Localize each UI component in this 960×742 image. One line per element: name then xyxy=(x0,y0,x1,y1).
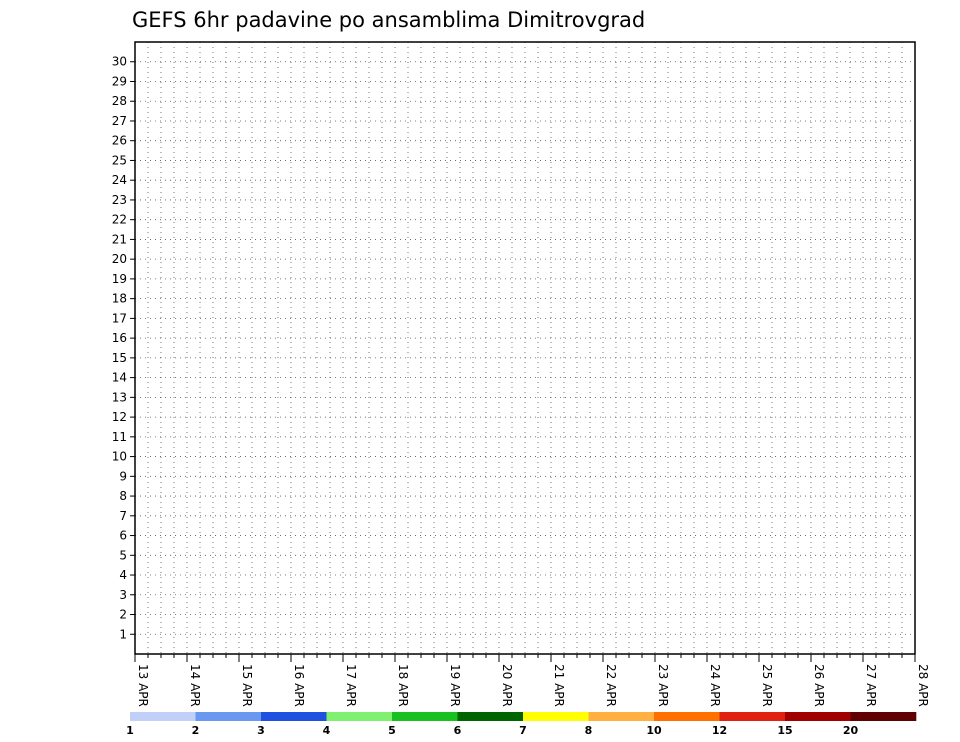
x-tick-label: 21 APR xyxy=(552,664,566,707)
chart-title: GEFS 6hr padavine po ansamblima Dimitrov… xyxy=(132,8,645,32)
colorbar-label: 2 xyxy=(192,724,200,737)
colorbar-label: 8 xyxy=(585,724,593,737)
y-tick-label: 9 xyxy=(119,469,127,483)
y-tick-label: 7 xyxy=(119,509,127,523)
y-tick-label: 18 xyxy=(112,292,127,306)
y-tick-label: 14 xyxy=(112,371,127,385)
y-tick-label: 17 xyxy=(112,311,127,325)
colorbar-label: 4 xyxy=(323,724,331,737)
colorbar-swatch xyxy=(392,712,458,721)
colorbar-swatch xyxy=(195,712,262,721)
x-tick-label: 25 APR xyxy=(760,664,774,707)
x-tick-label: 22 APR xyxy=(604,664,618,707)
colorbar: 1 2 3 4 5 6 7 8 10 12 15 20 xyxy=(126,712,917,737)
y-tick-label: 8 xyxy=(119,489,127,503)
x-tick-label: 17 APR xyxy=(344,664,358,707)
y-tick-label: 5 xyxy=(119,548,127,562)
y-tick-label: 10 xyxy=(112,450,127,464)
colorbar-swatch xyxy=(130,712,196,721)
x-tick-label: 24 APR xyxy=(708,664,722,707)
y-tick-label: 24 xyxy=(112,173,127,187)
y-tick-label: 30 xyxy=(112,55,127,69)
y-tick-label: 25 xyxy=(112,153,127,167)
y-tick-label: 27 xyxy=(112,114,127,128)
x-axis: 13 APR 14 APR 15 APR 16 APR 17 APR 18 APR 19 A… xyxy=(134,654,930,707)
colorbar-label: 6 xyxy=(454,724,462,737)
colorbar-swatch xyxy=(719,712,786,721)
x-tick-label: 16 APR xyxy=(292,664,306,707)
colorbar-label: 1 xyxy=(126,724,134,737)
colorbar-label: 10 xyxy=(646,724,662,737)
y-tick-label: 4 xyxy=(119,568,127,582)
y-tick-label: 26 xyxy=(112,134,127,148)
y-tick-label: 23 xyxy=(112,193,127,207)
x-tick-label: 18 APR xyxy=(396,664,410,707)
colorbar-label: 12 xyxy=(712,724,727,737)
y-tick-label: 16 xyxy=(112,331,127,345)
y-tick-label: 15 xyxy=(112,351,127,365)
colorbar-label: 15 xyxy=(777,724,792,737)
y-tick-label: 11 xyxy=(112,430,127,444)
y-tick-label: 29 xyxy=(112,74,127,88)
x-tick-label: 15 APR xyxy=(240,664,254,707)
y-tick-label: 3 xyxy=(119,588,127,602)
x-tick-label: 19 APR xyxy=(448,664,462,707)
x-tick-label: 20 APR xyxy=(500,664,514,707)
colorbar-label: 7 xyxy=(519,724,527,737)
x-tick-label: 13 APR xyxy=(136,664,150,707)
colorbar-swatch xyxy=(523,712,589,721)
y-tick-label: 20 xyxy=(112,252,127,266)
y-tick-label: 28 xyxy=(112,94,127,108)
x-tick-label: 14 APR xyxy=(188,664,202,707)
y-tick-label: 22 xyxy=(112,213,127,227)
y-tick-label: 13 xyxy=(112,390,127,404)
colorbar-label: 5 xyxy=(388,724,396,737)
y-tick-label: 12 xyxy=(112,410,127,424)
colorbar-label: 3 xyxy=(257,724,265,737)
x-tick-label: 27 APR xyxy=(864,664,878,707)
x-tick-label: 26 APR xyxy=(812,664,826,707)
colorbar-swatch xyxy=(785,712,851,721)
y-tick-label: 21 xyxy=(112,232,127,246)
colorbar-swatch xyxy=(850,712,917,721)
y-tick-label: 19 xyxy=(112,272,127,286)
y-tick-label: 1 xyxy=(119,627,127,641)
colorbar-swatch xyxy=(326,712,393,721)
y-axis: 1234567891011121314151617181920212223242… xyxy=(112,55,135,641)
y-tick-label: 6 xyxy=(119,529,127,543)
y-tick-label: 2 xyxy=(119,608,127,622)
x-tick-label: 23 APR xyxy=(656,664,670,707)
colorbar-swatch xyxy=(654,712,720,721)
grid-lines xyxy=(135,42,915,654)
colorbar-label: 20 xyxy=(843,724,859,737)
x-tick-label: 28 APR xyxy=(916,664,930,707)
colorbar-swatch xyxy=(261,712,327,721)
colorbar-swatch xyxy=(457,712,524,721)
colorbar-swatch xyxy=(588,712,655,721)
